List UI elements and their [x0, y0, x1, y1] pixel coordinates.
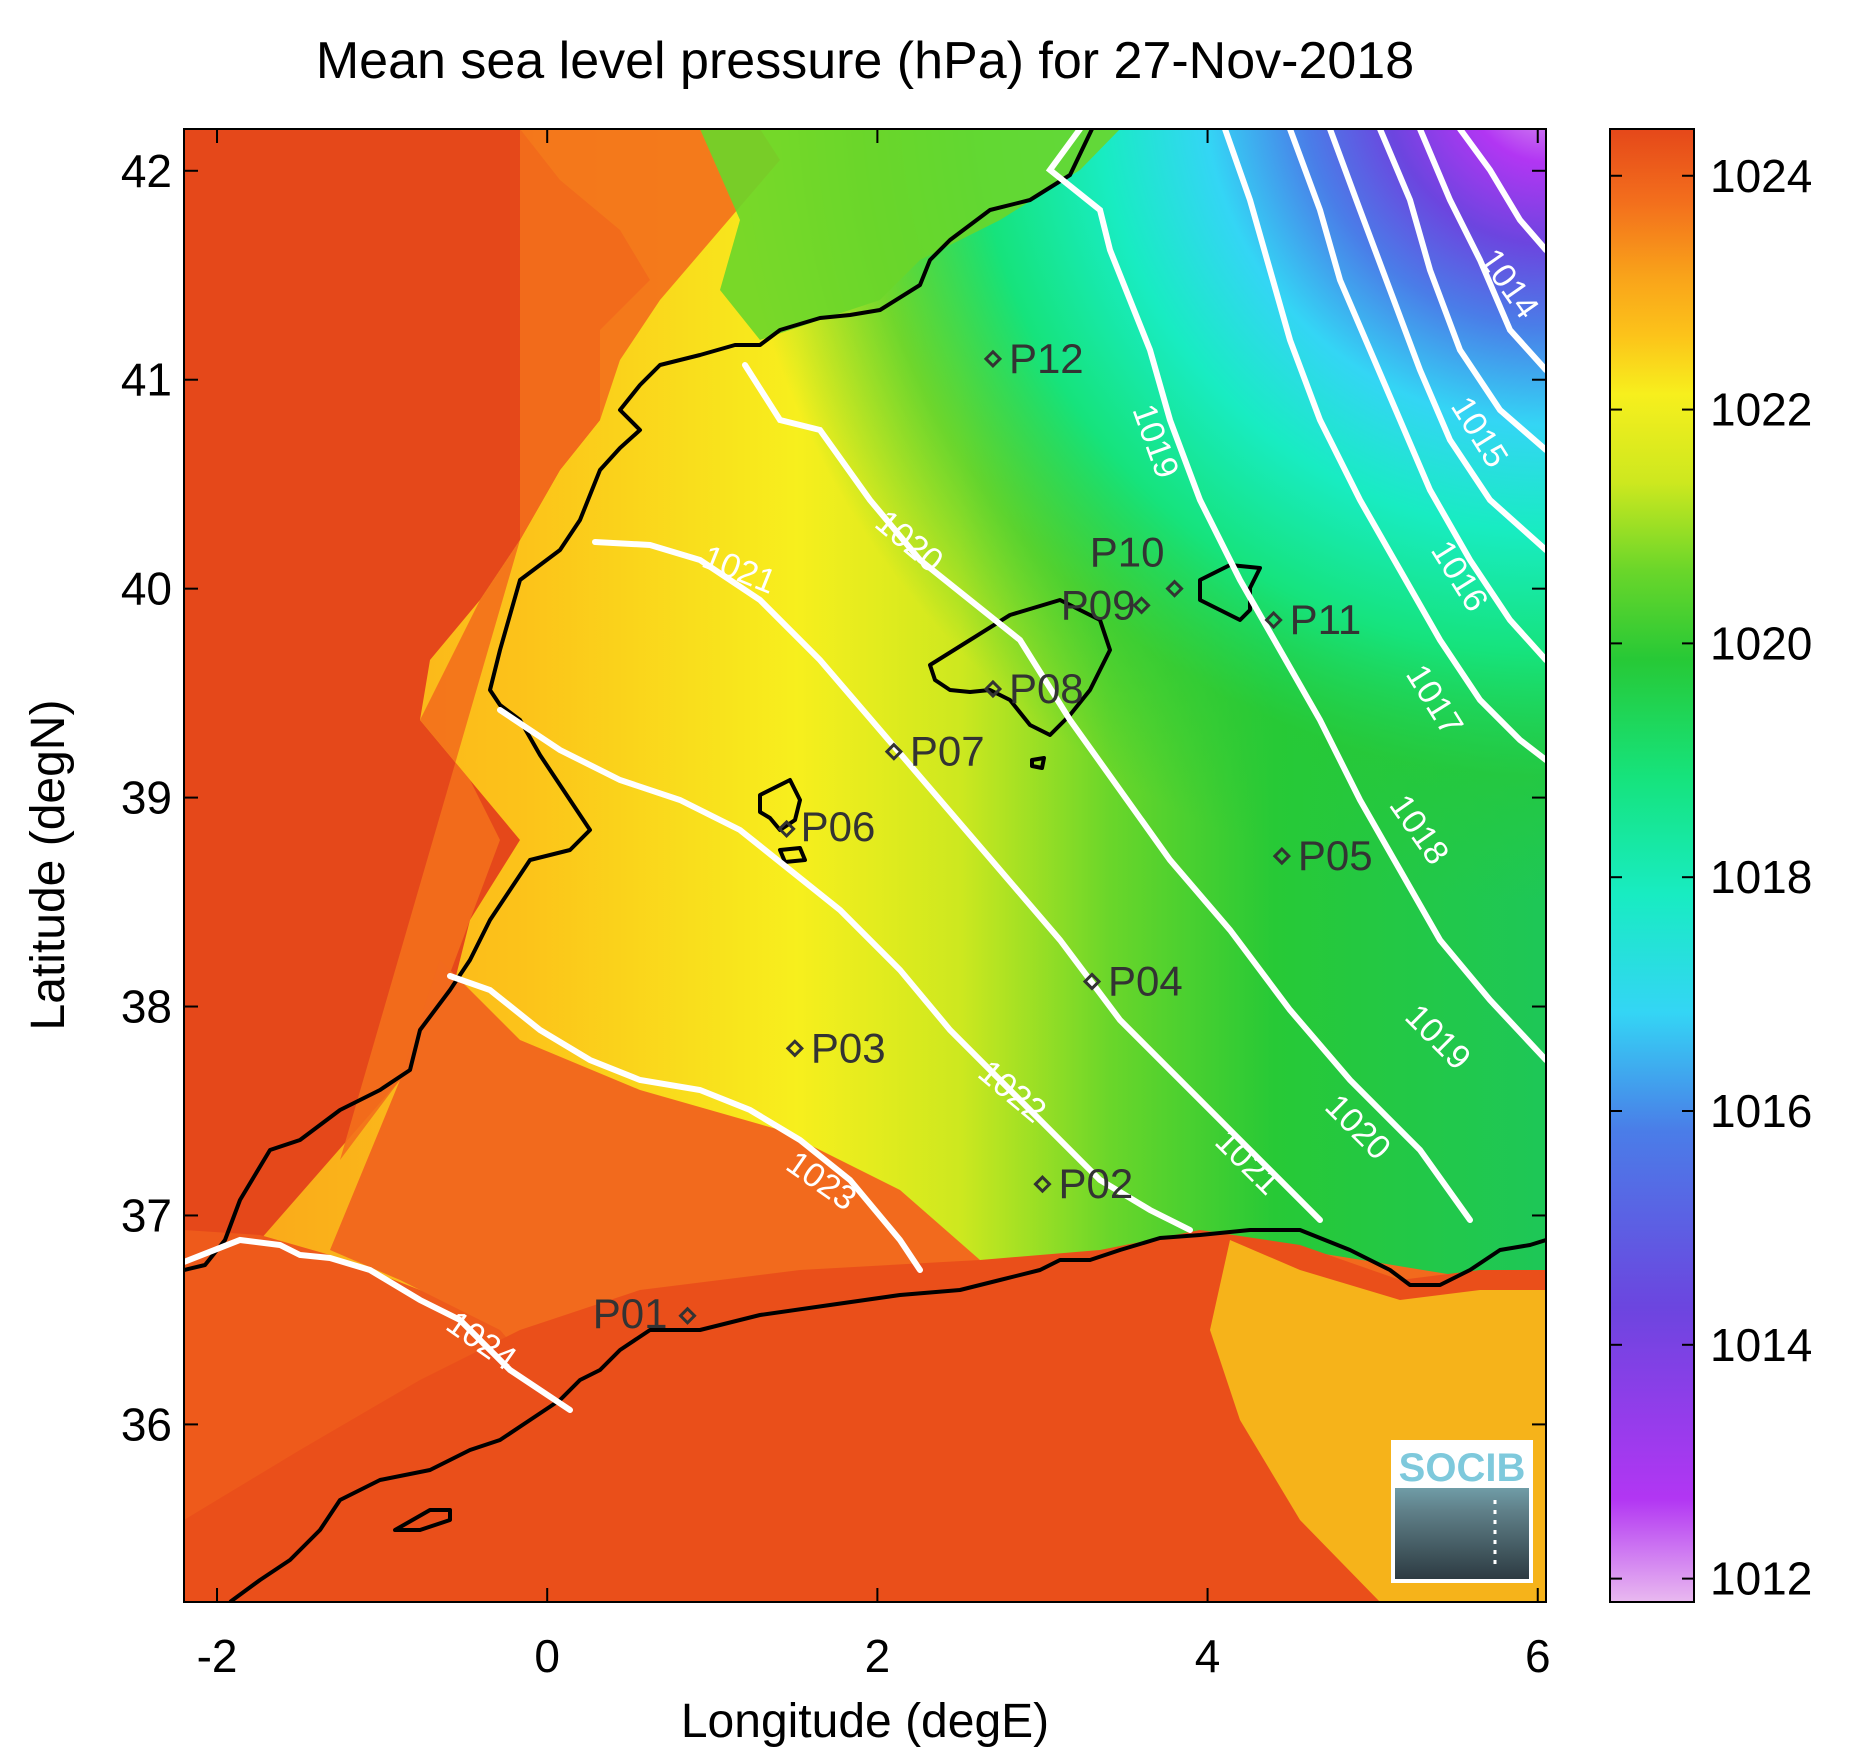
y-tick-label: 42 — [121, 145, 172, 197]
isobar-1024-upper — [1457, 129, 1546, 253]
station-marker — [1165, 579, 1184, 598]
y-tick-label: 36 — [121, 1398, 172, 1450]
chart-title: Mean sea level pressure (hPa) for 27-Nov… — [316, 32, 1414, 90]
highland-orange-band — [340, 129, 780, 1160]
isobar-1022 — [497, 707, 1193, 1233]
colorbar-tick-label: 1022 — [1710, 384, 1812, 436]
high-pressure-africa — [184, 1230, 1546, 1602]
y-tick-label: 38 — [121, 981, 172, 1033]
x-tick-label: 2 — [865, 1630, 891, 1682]
colorbar: 1012 1014 1016 1018 1020 1022 1024 — [1609, 128, 1812, 1605]
station-label: P09 — [1061, 581, 1136, 628]
x-tick-label: 6 — [1525, 1630, 1551, 1682]
coastlines — [184, 129, 1546, 1602]
station-marker — [1033, 1175, 1052, 1194]
y-axis-label: Latitude (degN) — [22, 700, 75, 1031]
isobar-1014 — [1417, 129, 1546, 373]
cabrera-coastline — [1030, 756, 1046, 770]
station-label: P05 — [1298, 832, 1373, 879]
station-marker — [1132, 596, 1151, 615]
isobar-1021 — [592, 539, 1323, 1223]
plot-frame — [183, 128, 1547, 1603]
y-tick-label: 40 — [121, 563, 172, 615]
isobar-1019 — [1045, 129, 1546, 1063]
station-label: P03 — [811, 1024, 886, 1071]
iberian-coastline — [184, 129, 1094, 1272]
station-markers: P01 P02 P03 P04 P05 P06 P07 P08 P09 P10 P11 P12 — [593, 335, 1373, 1337]
colorbar-tick-label: 1020 — [1710, 617, 1812, 669]
formentera-coastline — [778, 846, 807, 864]
station-label: P06 — [801, 803, 876, 850]
station-label: P08 — [1009, 665, 1084, 712]
x-tick-label: -2 — [197, 1630, 238, 1682]
alboran-coastline — [393, 1508, 452, 1532]
station-marker — [884, 742, 904, 761]
station-marker — [777, 819, 796, 839]
y-tick-label: 41 — [121, 354, 172, 406]
colorbar-ticks: 1012 1014 1016 1018 1020 1022 1024 — [1610, 150, 1812, 1605]
colorbar-scale — [1609, 128, 1695, 1603]
logo-header — [1395, 1444, 1529, 1488]
station-label: P12 — [1009, 335, 1084, 382]
african-coastline — [228, 1228, 1546, 1602]
station-marker — [1272, 846, 1291, 866]
station-label: P11 — [1290, 596, 1362, 643]
station-label: P04 — [1108, 957, 1183, 1004]
station-label: P07 — [910, 728, 985, 775]
colorbar-tick-label: 1012 — [1710, 1553, 1812, 1605]
station-marker — [785, 1039, 804, 1058]
colorbar-tick-label: 1014 — [1710, 1319, 1812, 1371]
colorbar-tick-label: 1018 — [1710, 851, 1812, 903]
isobar-1017 — [1287, 129, 1546, 663]
socib-logo: SOCIB — [1391, 1440, 1533, 1583]
isobar-1023 — [447, 973, 923, 1273]
station-label: P02 — [1058, 1160, 1133, 1207]
pressure-map: 1014 1015 1016 1017 1018 1019 1019 1020 … — [184, 129, 1546, 1602]
x-tick-label: 0 — [534, 1630, 560, 1682]
isobar-1024 — [184, 1236, 573, 1413]
x-axis: -2 0 2 4 6 — [197, 129, 1551, 1682]
france-green — [700, 129, 1120, 340]
isobars — [184, 129, 1546, 1413]
isobar-1018 — [1222, 129, 1546, 763]
logo-text: SOCIB — [1399, 1446, 1526, 1490]
station-marker — [1082, 972, 1102, 991]
station-marker — [1264, 610, 1283, 630]
ibiza-coastline — [758, 778, 802, 832]
station-marker — [678, 1306, 697, 1325]
isobar-1020 — [742, 362, 1473, 1223]
y-tick-label: 37 — [121, 1189, 172, 1241]
station-marker — [983, 349, 1003, 368]
station-label: P10 — [1090, 529, 1165, 576]
y-tick-label: 39 — [121, 772, 172, 824]
mallorca-coastline — [928, 598, 1112, 737]
x-axis-label: Longitude (degE) — [681, 1695, 1049, 1748]
colorbar-tick-label: 1016 — [1710, 1085, 1812, 1137]
isobar-1016 — [1327, 129, 1546, 553]
station-label: P01 — [593, 1290, 668, 1337]
menorca-coastline — [1198, 563, 1262, 622]
station-marker — [983, 679, 1003, 699]
colorbar-tick-label: 1024 — [1710, 150, 1812, 202]
x-tick-label: 4 — [1195, 1630, 1221, 1682]
isobar-1015 — [1377, 129, 1546, 453]
y-axis: 36 37 38 39 40 41 42 — [121, 145, 1546, 1450]
